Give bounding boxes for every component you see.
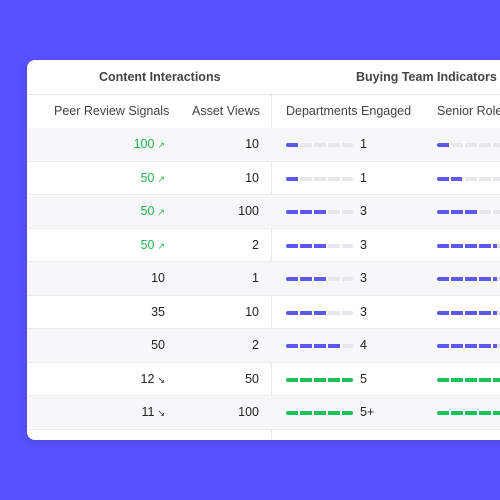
- departments-engaged-bar: [286, 411, 353, 415]
- bar-segment-gaps: [437, 344, 500, 348]
- peer-review-value: 10: [151, 271, 165, 285]
- bar-segment-gaps: [437, 377, 500, 382]
- engagement-table-card: Content Interactions Buying Team Indicat…: [27, 60, 500, 440]
- table-row[interactable]: 35 10 3: [27, 296, 500, 329]
- senior-role-bar: [437, 344, 500, 348]
- table-row[interactable]: 50 ↗ 10 1: [27, 162, 500, 195]
- trend-up-icon: ↗: [157, 207, 165, 217]
- peer-review-value: 50 ↗: [140, 204, 165, 218]
- departments-engaged-bar: [286, 243, 353, 248]
- table-row[interactable]: 50 ↗ 2 3: [27, 229, 500, 262]
- departments-engaged-bar: [286, 344, 353, 348]
- trend-up-icon: ↗: [157, 173, 165, 184]
- senior-role-bar: [437, 310, 500, 315]
- peer-review-value: 50 ↗: [140, 170, 165, 185]
- asset-views-value: 100: [238, 204, 259, 218]
- bar-segment-gaps: [437, 310, 500, 315]
- column-group-header: Content Interactions Buying Team Indicat…: [27, 60, 500, 95]
- bar-segment-gaps: [286, 310, 353, 315]
- bar-segment-gaps: [286, 377, 353, 382]
- bar-segment-gaps: [437, 411, 500, 415]
- bar-segment-gaps: [437, 277, 500, 281]
- senior-role-bar: [437, 277, 500, 281]
- bar-segment-gaps: [437, 210, 500, 214]
- departments-engaged-value: 1: [360, 170, 367, 185]
- asset-views-value: 10: [245, 137, 259, 151]
- senior-role-bar: [437, 210, 500, 214]
- departments-engaged-bar: [286, 176, 353, 181]
- trend-down-icon: ↘: [157, 374, 165, 385]
- column-header-row: Peer Review Signals Asset Views Departme…: [27, 94, 500, 129]
- departments-engaged-bar: [286, 210, 353, 214]
- asset-views-value: 100: [238, 405, 259, 419]
- asset-views-value: 1: [252, 271, 259, 285]
- peer-review-value: 100 ↗: [133, 137, 165, 151]
- departments-engaged-value: 3: [360, 271, 367, 285]
- departments-engaged-bar: [286, 377, 353, 382]
- departments-engaged-bar: [286, 143, 353, 147]
- bar-segment-gaps: [286, 210, 353, 214]
- table-row[interactable]: 12 ↘ 50 5: [27, 363, 500, 396]
- table-row[interactable]: 100 ↗ 10 1: [27, 128, 500, 162]
- bar-segment-gaps: [437, 243, 500, 248]
- senior-role-bar: [437, 143, 500, 147]
- senior-role-bar: [437, 377, 500, 382]
- peer-review-value: 35: [151, 304, 165, 319]
- bar-segment-gaps: [437, 143, 500, 147]
- table-row[interactable]: 10 1 3: [27, 262, 500, 296]
- bar-segment-gaps: [286, 411, 353, 415]
- table-body: 100 ↗ 10 1 50 ↗ 10 1 50 ↗ 100 3 50 ↗ 2 3 10 1 3 35 10 3 50 2 4 12…: [27, 128, 500, 430]
- departments-engaged-bar: [286, 277, 353, 281]
- table-row[interactable]: 11 ↘ 100 5+: [27, 396, 500, 430]
- asset-views-value: 10: [245, 170, 259, 185]
- peer-review-value: 50 ↗: [140, 237, 165, 252]
- departments-engaged-value: 3: [360, 237, 367, 252]
- asset-views-value: 2: [252, 338, 259, 352]
- asset-views-value: 10: [245, 304, 259, 319]
- column-header-peer-review-signals[interactable]: Peer Review Signals: [54, 104, 170, 118]
- peer-review-value: 11 ↘: [141, 405, 165, 419]
- column-header-senior-role[interactable]: Senior Role: [437, 104, 500, 118]
- departments-engaged-value: 3: [360, 304, 367, 319]
- asset-views-value: 50: [245, 371, 259, 386]
- bar-segment-gaps: [286, 243, 353, 248]
- bar-segment-gaps: [437, 176, 500, 181]
- departments-engaged-value: 5+: [360, 405, 375, 419]
- departments-engaged-value: 4: [360, 338, 367, 352]
- table-row[interactable]: 50 ↗ 100 3: [27, 195, 500, 229]
- trend-up-icon: ↗: [157, 240, 165, 251]
- departments-engaged-bar: [286, 310, 353, 315]
- bar-segment-gaps: [286, 277, 353, 281]
- table-row[interactable]: 50 2 4: [27, 329, 500, 363]
- trend-up-icon: ↗: [157, 140, 165, 150]
- bar-segment-gaps: [286, 143, 353, 147]
- senior-role-bar: [437, 243, 500, 248]
- group-content-interactions: Content Interactions: [99, 70, 221, 84]
- departments-engaged-value: 1: [360, 137, 367, 151]
- peer-review-value: 12 ↘: [140, 371, 165, 386]
- bar-segment-gaps: [286, 344, 353, 348]
- departments-engaged-value: 3: [360, 204, 367, 218]
- senior-role-bar: [437, 411, 500, 415]
- trend-down-icon: ↘: [157, 408, 165, 418]
- asset-views-value: 2: [252, 237, 259, 252]
- column-header-asset-views[interactable]: Asset Views: [192, 104, 260, 118]
- departments-engaged-value: 5: [360, 371, 367, 386]
- group-buying-team-indicators: Buying Team Indicators: [356, 70, 497, 84]
- peer-review-value: 50: [151, 338, 165, 352]
- senior-role-bar: [437, 176, 500, 181]
- column-header-departments-engaged[interactable]: Departments Engaged: [286, 104, 412, 118]
- bar-segment-gaps: [286, 176, 353, 181]
